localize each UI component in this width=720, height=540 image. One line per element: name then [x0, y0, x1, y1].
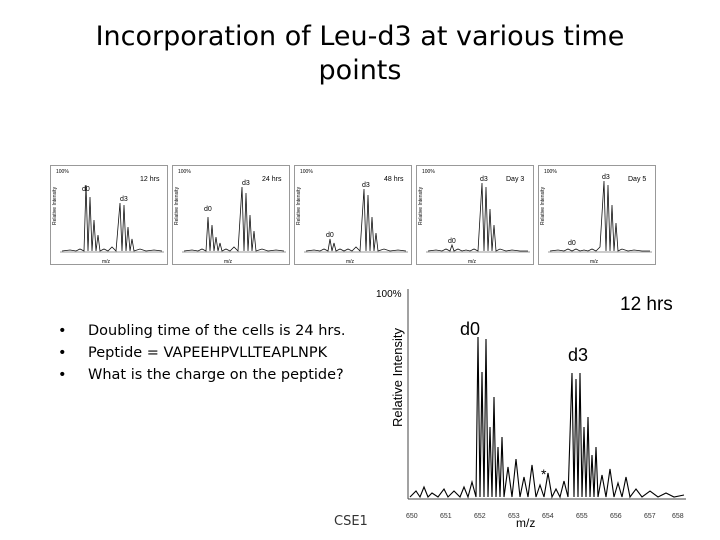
x-tick: 653 — [508, 513, 520, 520]
bullet-glyph: • — [58, 345, 67, 361]
thumb-trace — [427, 182, 528, 252]
bullet-text: Peptide = VAPEEHPVLLTEAPLNPK — [88, 345, 328, 361]
thumb-time: 48 hrs — [384, 176, 404, 183]
thumb-ylabel: Relative Intensity — [540, 186, 546, 225]
thumb-trace — [61, 184, 163, 252]
thumb-trace — [305, 188, 407, 252]
thumb-label-a: d0 — [326, 232, 334, 239]
thumb-trace — [183, 186, 285, 252]
spectrum-x-ticks: 650 651 652 653 654 655 656 657 658 — [406, 513, 684, 520]
spectrum-trace — [409, 336, 685, 499]
thumb-top-label: 100% — [178, 169, 191, 175]
thumb-xlabel: m/z — [102, 259, 111, 265]
slide-title: Incorporation of Leu-d3 at various time … — [60, 20, 660, 88]
title-line-2: points — [318, 55, 402, 86]
spectrum-top-label: 100% — [376, 289, 402, 300]
thumb-trace — [549, 180, 650, 252]
thumbnail-day3: 100% Relative Intensity Day 3 d0 d3 m/z — [416, 165, 534, 265]
bullet-glyph: • — [58, 367, 67, 383]
bullet-text: What is the charge on the peptide? — [88, 367, 344, 383]
thumb-label-b: d3 — [602, 174, 610, 181]
spectrum-time: 12 hrs — [620, 294, 673, 315]
thumb-label-b: d3 — [242, 180, 250, 187]
thumb-ylabel: Relative Intensity — [52, 186, 58, 225]
thumb-top-label: 100% — [544, 169, 557, 175]
thumb-top-label: 100% — [300, 169, 313, 175]
x-tick: 652 — [474, 513, 486, 520]
thumb-xlabel: m/z — [224, 259, 233, 265]
thumb-label-a: d0 — [448, 238, 456, 245]
thumb-ylabel: Relative Intensity — [296, 186, 302, 225]
bullet-item: • Peptide = VAPEEHPVLLTEAPLNPK — [58, 342, 346, 364]
title-line-1: Incorporation of Leu-d3 at various time — [95, 21, 625, 52]
thumb-top-label: 100% — [56, 169, 69, 175]
thumbnail-12hrs: 100% Relative Intensity 12 hrs d0 d3 m/z — [50, 165, 168, 265]
spectrum-label-d0: d0 — [460, 319, 480, 339]
bullet-item: • What is the charge on the peptide? — [58, 364, 346, 386]
spectrum-xlabel: m/z — [516, 516, 535, 530]
thumb-label-a: d0 — [204, 206, 212, 213]
bullet-text: Doubling time of the cells is 24 hrs. — [88, 323, 346, 339]
spectrum-star: * — [541, 466, 547, 482]
bullet-glyph: • — [58, 323, 67, 339]
x-tick: 658 — [672, 513, 684, 520]
thumbnail-strip: 100% Relative Intensity 12 hrs d0 d3 m/z… — [50, 165, 684, 265]
slide-footer: CSE18 — [334, 514, 377, 529]
thumb-ylabel: Relative Intensity — [174, 186, 180, 225]
enlarged-spectrum: 100% Relative Intensity 12 hrs d0 d3 * m… — [368, 277, 690, 530]
thumbnail-day5: 100% Relative Intensity Day 5 d0 d3 m/z — [538, 165, 656, 265]
thumb-time: 24 hrs — [262, 176, 282, 183]
x-tick: 656 — [610, 513, 622, 520]
thumb-label-b: d3 — [120, 196, 128, 203]
thumb-time: 12 hrs — [140, 176, 160, 183]
thumbnail-48hrs: 100% Relative Intensity 48 hrs d0 d3 m/z — [294, 165, 412, 265]
x-tick: 650 — [406, 513, 418, 520]
thumb-label-b: d3 — [480, 176, 488, 183]
thumb-xlabel: m/z — [346, 259, 355, 265]
bullet-list: • Doubling time of the cells is 24 hrs. … — [58, 320, 346, 386]
spectrum-ylabel: Relative Intensity — [390, 328, 405, 427]
thumb-label-a: d0 — [568, 240, 576, 247]
thumb-top-label: 100% — [422, 169, 435, 175]
x-tick: 651 — [440, 513, 452, 520]
thumb-time: Day 5 — [628, 176, 646, 183]
thumb-label-b: d3 — [362, 182, 370, 189]
thumb-xlabel: m/z — [468, 259, 477, 265]
x-tick: 654 — [542, 513, 554, 520]
x-tick: 655 — [576, 513, 588, 520]
x-tick: 657 — [644, 513, 656, 520]
thumb-time: Day 3 — [506, 176, 524, 183]
bullet-item: • Doubling time of the cells is 24 hrs. — [58, 320, 346, 342]
thumbnail-24hrs: 100% Relative Intensity 24 hrs d0 d3 m/z — [172, 165, 290, 265]
thumb-ylabel: Relative Intensity — [418, 186, 424, 225]
spectrum-label-d3: d3 — [568, 345, 588, 365]
thumb-xlabel: m/z — [590, 259, 599, 265]
